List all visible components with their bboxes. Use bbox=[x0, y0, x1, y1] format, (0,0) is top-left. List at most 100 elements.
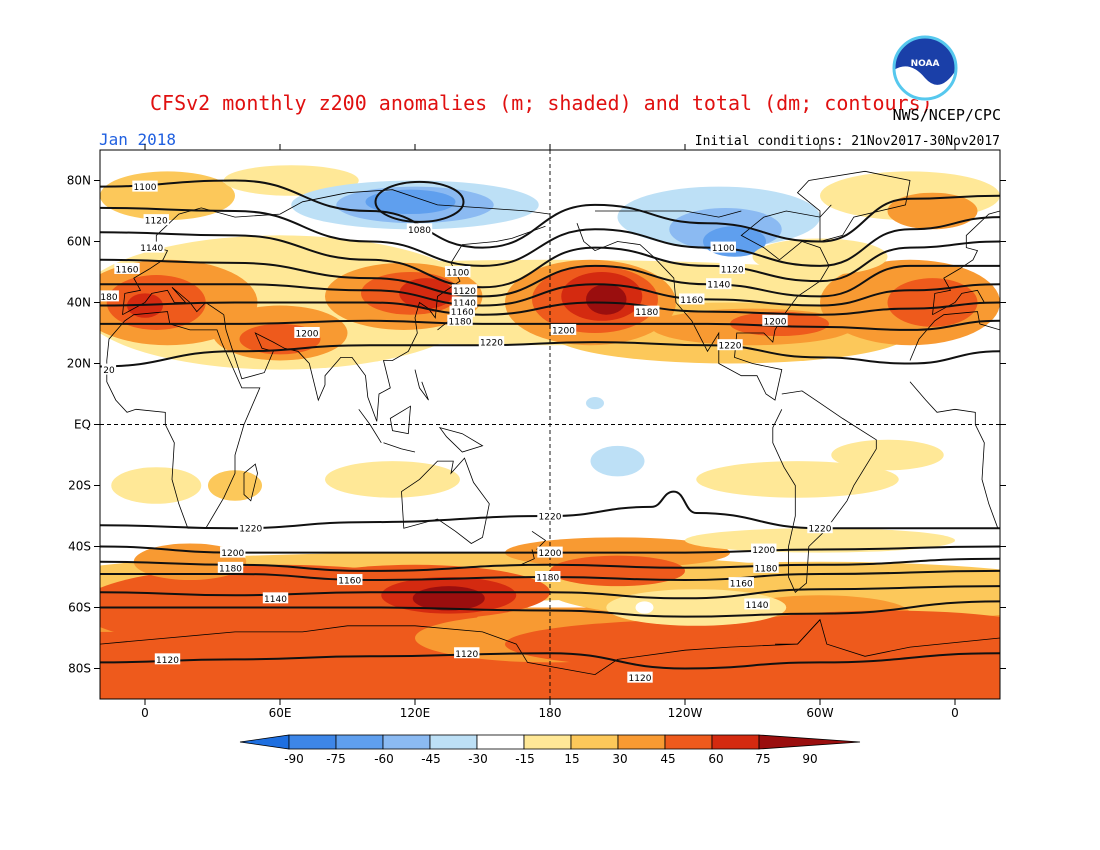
svg-text:1180: 1180 bbox=[536, 574, 559, 584]
anomaly-region bbox=[752, 238, 888, 276]
contour-label: 1160 bbox=[449, 305, 475, 318]
coastline bbox=[106, 311, 261, 529]
height-contour bbox=[100, 179, 1000, 249]
svg-text:1120: 1120 bbox=[156, 656, 179, 666]
contour-label: 1160 bbox=[679, 293, 705, 306]
contour-label: 1200 bbox=[550, 323, 577, 336]
svg-text:1120: 1120 bbox=[145, 217, 168, 227]
colorbar-tick-label: -30 bbox=[468, 752, 488, 766]
anomaly-region bbox=[325, 461, 460, 498]
height-contour bbox=[374, 180, 465, 223]
colorbar-swatch bbox=[429, 734, 478, 750]
height-contour bbox=[100, 341, 1000, 368]
lon-tick-label: 120W bbox=[668, 706, 703, 720]
colorbar-tick-label: 90 bbox=[802, 752, 817, 766]
contour-label: 1220 bbox=[537, 510, 563, 523]
coastline bbox=[932, 210, 1000, 315]
svg-text:1120: 1120 bbox=[629, 674, 652, 684]
height-contour bbox=[100, 301, 1000, 316]
anomaly-region bbox=[412, 586, 485, 611]
svg-text:1200: 1200 bbox=[752, 546, 775, 556]
colorbar-tick-label: -15 bbox=[515, 752, 535, 766]
anomaly-region bbox=[208, 470, 262, 501]
height-contour bbox=[100, 319, 1000, 331]
anomaly-region bbox=[887, 192, 978, 230]
contour-label: 1120 bbox=[154, 653, 181, 666]
contour-label: 1120 bbox=[143, 214, 169, 227]
svg-text:1220: 1220 bbox=[719, 342, 742, 352]
lon-tick-label: 0 bbox=[951, 706, 959, 720]
lat-tick-label: 20S bbox=[68, 479, 91, 493]
contour-label: 1120 bbox=[719, 262, 745, 275]
colorbar-swatch bbox=[570, 734, 619, 750]
svg-text:1200: 1200 bbox=[539, 549, 562, 559]
svg-text:1220: 1220 bbox=[539, 513, 562, 523]
svg-text:1160: 1160 bbox=[680, 296, 703, 306]
colorbar-swatch bbox=[711, 734, 760, 750]
svg-text:1120: 1120 bbox=[721, 265, 744, 275]
height-contour bbox=[100, 231, 1000, 289]
coastline bbox=[531, 530, 547, 550]
contour-label: 1160 bbox=[337, 574, 363, 587]
svg-text:NOAA: NOAA bbox=[911, 59, 940, 69]
lat-tick-label: 80S bbox=[68, 662, 91, 676]
colorbar-tick-label: -90 bbox=[284, 752, 304, 766]
contour-label: 1120 bbox=[627, 671, 653, 684]
svg-text:1160: 1160 bbox=[730, 580, 753, 590]
contour-label: 1180 bbox=[753, 561, 779, 574]
lon-tick-label: 180 bbox=[539, 706, 562, 720]
anomaly-region bbox=[730, 610, 1000, 654]
svg-text:1180: 1180 bbox=[635, 308, 658, 318]
contour-label: 1220 bbox=[238, 522, 264, 535]
coastline bbox=[389, 405, 411, 435]
svg-text:1140: 1140 bbox=[453, 299, 476, 309]
colorbar-tick-label: 30 bbox=[612, 752, 627, 766]
svg-text:1100: 1100 bbox=[446, 269, 469, 279]
svg-text:180: 180 bbox=[100, 293, 117, 303]
contour-label: 1200 bbox=[294, 327, 320, 340]
anomaly-region bbox=[586, 397, 604, 410]
height-contour bbox=[100, 652, 1000, 670]
contour-label: 1100 bbox=[445, 266, 471, 279]
svg-text:1120: 1120 bbox=[455, 650, 478, 660]
svg-text:1200: 1200 bbox=[221, 549, 244, 559]
svg-text:1140: 1140 bbox=[746, 601, 769, 611]
valid-month: Jan 2018 bbox=[99, 130, 176, 149]
colorbar-swatch bbox=[476, 734, 525, 750]
coastline bbox=[595, 210, 742, 218]
anomaly-region bbox=[586, 284, 627, 315]
contour-label: 1180 bbox=[447, 314, 473, 327]
map-plot-area: 1100112011401160180120020108011001120114… bbox=[100, 150, 1000, 699]
coastline bbox=[775, 619, 821, 645]
contour-label: 1180 bbox=[535, 571, 561, 584]
noaa-logo: NOAA bbox=[892, 35, 958, 101]
contour-label: 1160 bbox=[728, 577, 754, 590]
chart-title: CFSv2 monthly z200 anomalies (m; shaded)… bbox=[150, 91, 933, 115]
svg-text:1160: 1160 bbox=[116, 265, 139, 275]
colorbar bbox=[239, 734, 861, 750]
svg-text:1100: 1100 bbox=[712, 244, 735, 254]
anomaly-region bbox=[365, 189, 456, 215]
coastline bbox=[414, 369, 429, 401]
colorbar-swatch bbox=[288, 734, 337, 750]
colorbar-tick-label: 60 bbox=[708, 752, 723, 766]
coastline bbox=[796, 170, 911, 243]
contour-label: 1120 bbox=[454, 647, 480, 660]
lon-tick-label: 60W bbox=[806, 706, 833, 720]
height-contour bbox=[100, 206, 1000, 267]
svg-text:1200: 1200 bbox=[296, 330, 319, 340]
svg-text:1140: 1140 bbox=[707, 281, 730, 291]
coastline bbox=[909, 381, 999, 529]
coastline bbox=[383, 442, 416, 453]
contour-label: 1080 bbox=[406, 223, 433, 236]
lat-tick-label: 20N bbox=[67, 357, 91, 371]
colorbar-swatch bbox=[335, 734, 384, 750]
svg-text:1100: 1100 bbox=[134, 183, 157, 193]
coastline bbox=[909, 311, 1000, 361]
colorbar-tick-label: 15 bbox=[564, 752, 579, 766]
coastline bbox=[100, 618, 1000, 676]
contour-label: 1140 bbox=[139, 241, 165, 254]
contour-label: 1220 bbox=[478, 336, 505, 349]
contour-label: 1140 bbox=[744, 598, 770, 611]
